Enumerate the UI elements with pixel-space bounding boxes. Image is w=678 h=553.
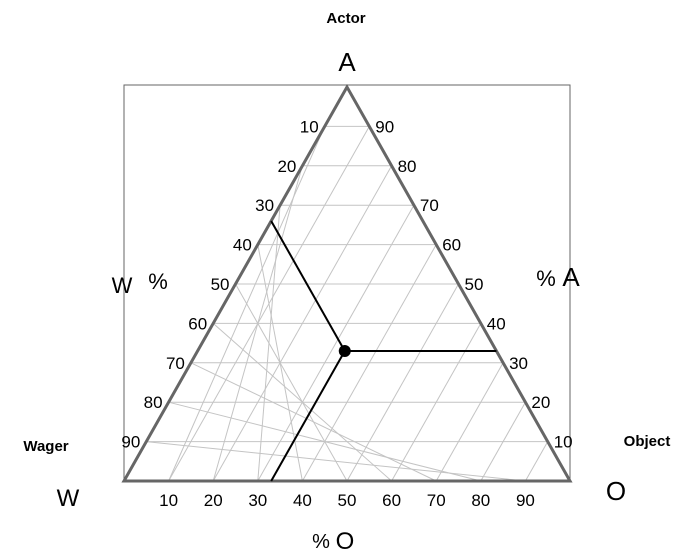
grid-line-rising — [346, 283, 459, 482]
right-tick-label: 90 — [375, 117, 394, 136]
left-axis-percent: % — [148, 269, 168, 294]
bottom-tick-label: 80 — [471, 491, 490, 510]
grid-line-rising — [435, 362, 504, 482]
grid-line-rising — [257, 204, 415, 482]
right-vertex-name: Object — [624, 433, 671, 450]
left-vertex-letter: W — [57, 485, 80, 512]
left-tick-label: 50 — [211, 275, 230, 294]
bottom-tick-label: 70 — [427, 491, 446, 510]
left-tick-label: 10 — [300, 117, 319, 136]
right-ticks: 90 80 70 60 50 40 30 20 10 — [375, 117, 572, 451]
right-tick-label: 20 — [531, 393, 550, 412]
left-tick-label: 30 — [255, 196, 274, 215]
bottom-tick-label: 40 — [293, 491, 312, 510]
bottom-tick-label: 50 — [338, 491, 357, 510]
right-tick-label: 30 — [509, 354, 528, 373]
grid-line-falling — [190, 362, 437, 482]
left-tick-label: 70 — [166, 354, 185, 373]
bottom-tick-label: 20 — [204, 491, 223, 510]
data-point — [338, 344, 351, 357]
guide-lines — [270, 220, 497, 482]
left-tick-label: 80 — [144, 393, 163, 412]
bottom-tick-label: 30 — [248, 491, 267, 510]
right-tick-label: 40 — [487, 314, 506, 333]
grid-line-falling — [235, 283, 348, 482]
right-tick-label: 10 — [554, 433, 573, 452]
plot-frame — [123, 84, 571, 482]
grid — [146, 125, 549, 482]
left-tick-label: 90 — [121, 433, 140, 452]
guide-line-W — [270, 220, 346, 352]
top-vertex-letter: A — [338, 47, 356, 77]
right-tick-label: 60 — [442, 236, 461, 255]
right-axis-letter: A — [562, 262, 580, 292]
right-tick-label: 70 — [420, 196, 439, 215]
bottom-tick-label: 90 — [516, 491, 535, 510]
left-axis-letter: W — [112, 273, 133, 298]
left-tick-label: 60 — [188, 314, 207, 333]
left-ticks: 10 20 30 40 50 60 70 80 90 — [121, 117, 318, 451]
top-vertex-name: Actor — [326, 10, 365, 27]
right-tick-label: 50 — [465, 275, 484, 294]
bottom-ticks: 10 20 30 40 50 60 70 80 90 — [159, 491, 535, 510]
left-tick-label: 40 — [233, 236, 252, 255]
right-axis-percent: % — [536, 266, 556, 291]
bottom-axis-percent: % — [312, 531, 330, 553]
bottom-axis-letter: O — [336, 528, 355, 553]
left-tick-label: 20 — [277, 157, 296, 176]
guide-line-O — [270, 350, 346, 482]
right-vertex-letter: O — [606, 476, 626, 506]
left-vertex-name: Wager — [23, 438, 68, 455]
grid-line-falling — [146, 441, 526, 482]
bottom-tick-label: 60 — [382, 491, 401, 510]
bottom-tick-label: 10 — [159, 491, 178, 510]
right-tick-label: 80 — [398, 157, 417, 176]
grid-line-rising — [524, 441, 549, 482]
triangle-outline — [121, 83, 573, 483]
